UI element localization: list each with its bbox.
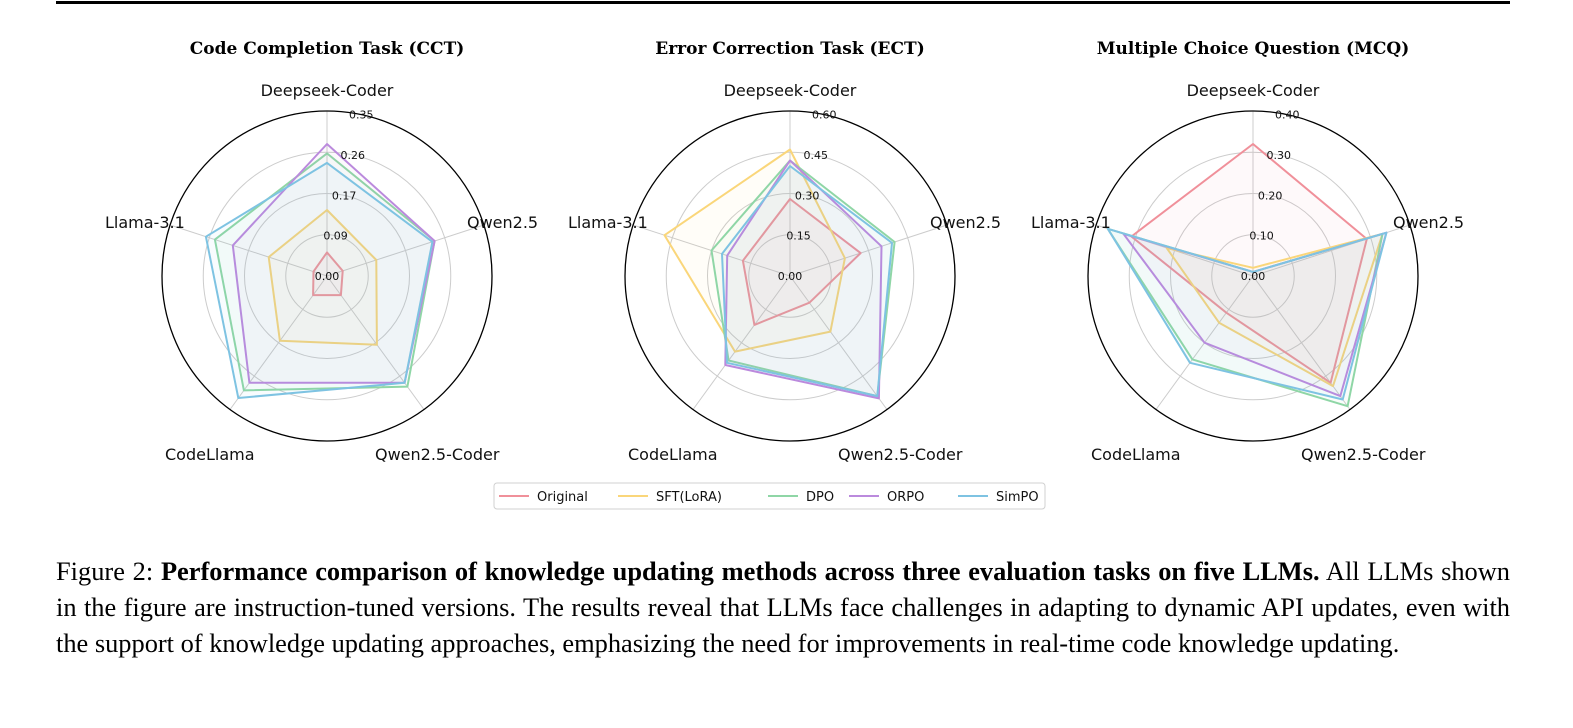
caption-text: All LLMs shown in the figure are instruc… bbox=[56, 556, 1511, 658]
axis-label: CodeLlama bbox=[165, 445, 255, 464]
legend-entry: SimPO bbox=[958, 490, 1039, 505]
axis-label: Llama-3.1 bbox=[1031, 213, 1111, 232]
legend-entry: Original bbox=[499, 490, 588, 505]
series-original bbox=[1130, 143, 1368, 384]
chart-title: Multiple Choice Question (MCQ) bbox=[1097, 39, 1410, 59]
radial-tick-label: 0.30 bbox=[795, 189, 820, 202]
grid-spoke bbox=[692, 275, 791, 410]
grid-spoke bbox=[1252, 275, 1351, 410]
series-simpo bbox=[204, 161, 434, 399]
axis-label: Deepseek-Coder bbox=[261, 81, 394, 100]
axis-label: Qwen2.5 bbox=[930, 213, 1001, 232]
axis-label: Qwen2.5 bbox=[1393, 213, 1464, 232]
radar-figure: Code Completion Task (CCT) 0.00 0.09 0.17 0.… bbox=[105, 39, 1464, 510]
axis-label: Qwen2.5-Coder bbox=[838, 445, 963, 464]
series-dpo bbox=[710, 159, 896, 398]
axis-label: Deepseek-Coder bbox=[1187, 81, 1320, 100]
legend: Original SFT(LoRA) DPO ORPO SimPO bbox=[493, 482, 1046, 510]
radial-tick-label: 0.17 bbox=[332, 189, 357, 202]
radial-tick-label: 0.20 bbox=[1258, 189, 1283, 202]
radial-tick-label: 0.00 bbox=[1241, 270, 1266, 283]
axis-label: Llama-3.1 bbox=[568, 213, 648, 232]
radar-frame bbox=[1087, 110, 1419, 442]
radial-tick-label: 0.10 bbox=[1249, 230, 1274, 243]
radar-frame bbox=[161, 110, 493, 442]
legend-label: SimPO bbox=[996, 490, 1039, 505]
top-rule bbox=[56, 1, 1510, 4]
series-simpo bbox=[1106, 227, 1388, 401]
series-orpo bbox=[724, 159, 883, 400]
caption-bold: Performance comparison of knowledge upda… bbox=[160, 556, 1320, 586]
radar-frame bbox=[624, 110, 956, 442]
legend-label: ORPO bbox=[887, 490, 924, 505]
radial-tick-label: 0.00 bbox=[778, 270, 803, 283]
radial-tick-label: 0.15 bbox=[786, 230, 811, 243]
legend-entry: DPO bbox=[768, 490, 834, 505]
radial-tick-label: 0.00 bbox=[315, 270, 340, 283]
legend-label: SFT(LoRA) bbox=[656, 490, 722, 505]
series-dpo bbox=[213, 152, 436, 392]
grid-spoke bbox=[229, 275, 328, 410]
series-original bbox=[312, 251, 344, 297]
radar-chart-1: Code Completion Task (CCT) 0.00 0.09 0.17 0.… bbox=[105, 39, 538, 464]
radial-tick-label: 0.30 bbox=[1266, 149, 1291, 162]
grid-spoke bbox=[326, 224, 485, 277]
axis-label: CodeLlama bbox=[628, 445, 718, 464]
series-orpo bbox=[231, 143, 436, 384]
grid-spoke bbox=[169, 224, 328, 277]
axis-label: Qwen2.5 bbox=[467, 213, 538, 232]
radial-tick-label: 0.26 bbox=[340, 149, 365, 162]
radar-chart-3: Multiple Choice Question (MCQ) 0.00 0.10 0.… bbox=[1031, 39, 1464, 464]
chart-title: Code Completion Task (CCT) bbox=[190, 39, 465, 59]
series-simpo bbox=[721, 165, 893, 398]
grid-spoke bbox=[789, 275, 888, 410]
series-sft-lora- bbox=[663, 148, 846, 353]
axis-label: Deepseek-Coder bbox=[724, 81, 857, 100]
caption-prefix: Figure 2: bbox=[56, 556, 161, 586]
radar-chart-2: Error Correction Task (ECT) 0.00 0.15 0.30 0… bbox=[568, 39, 1001, 464]
axis-label: Llama-3.1 bbox=[105, 213, 185, 232]
chart-title: Error Correction Task (ECT) bbox=[655, 39, 925, 59]
radial-tick-label: 0.40 bbox=[1275, 109, 1300, 122]
radial-tick-label: 0.09 bbox=[323, 230, 348, 243]
radial-tick-label: 0.45 bbox=[803, 149, 828, 162]
grid-spoke bbox=[789, 224, 948, 277]
figure-caption: Figure 2: Performance comparison of know… bbox=[56, 553, 1510, 661]
radial-tick-label: 0.60 bbox=[812, 109, 837, 122]
legend-entry: SFT(LoRA) bbox=[618, 490, 722, 505]
legend-label: DPO bbox=[806, 490, 834, 505]
series-original bbox=[741, 198, 862, 326]
axis-label: Qwen2.5-Coder bbox=[375, 445, 500, 464]
legend-label: Original bbox=[537, 490, 588, 505]
axis-label: CodeLlama bbox=[1091, 445, 1181, 464]
axis-label: Qwen2.5-Coder bbox=[1301, 445, 1426, 464]
radial-tick-label: 0.35 bbox=[349, 109, 374, 122]
series-sft-lora- bbox=[267, 209, 378, 346]
legend-entry: ORPO bbox=[849, 490, 924, 505]
